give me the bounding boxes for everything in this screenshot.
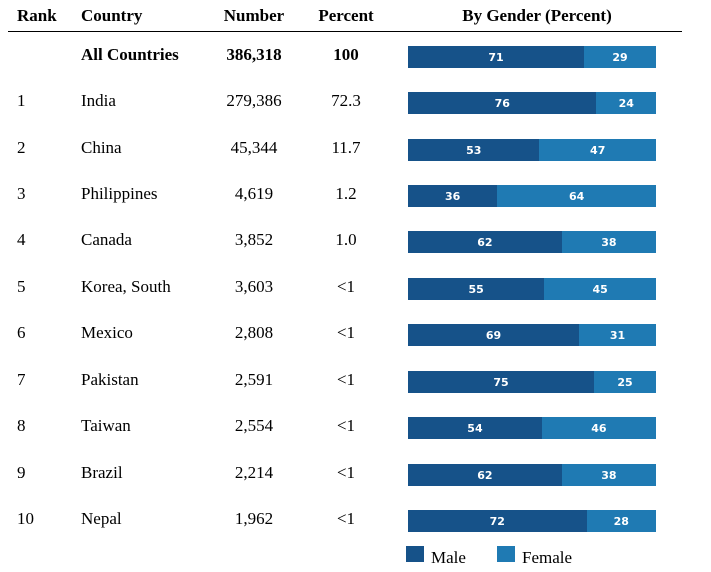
row-percent: 11.7 [331,138,361,157]
male-segment: 36 [408,185,498,207]
row-number: 2,214 [234,463,274,482]
gender-bar: 76 24 [408,92,656,114]
header-percent: Percent [318,6,374,25]
female-segment: 47 [539,139,656,161]
row-rank: 2 [17,138,26,157]
male-segment: 71 [408,46,585,68]
male-segment: 76 [408,92,597,114]
legend-male-label: Male [431,548,466,567]
female-segment: 25 [594,371,656,393]
row-rank: 3 [17,184,26,203]
row-rank: 9 [17,463,26,482]
gender-bar: 75 25 [408,371,656,393]
row-rank: 4 [17,230,26,249]
female-segment: 64 [497,185,656,207]
gender-bar: 53 47 [408,139,656,161]
gender-bar: 62 38 [408,464,656,486]
row-country: Mexico [81,323,133,342]
row-rank: 10 [17,509,34,528]
row-number: 279,386 [226,91,282,110]
row-country: Philippines [81,184,158,203]
female-segment: 38 [561,231,656,253]
row-country: Taiwan [81,416,131,435]
row-rank: 6 [17,323,26,342]
gender-bar: 72 28 [408,510,656,532]
row-number: 3,603 [234,277,274,296]
male-segment: 54 [408,417,542,439]
row-percent: <1 [336,416,356,435]
male-segment: 55 [408,278,545,300]
row-country: China [81,138,122,157]
gender-bar: 36 64 [408,185,656,207]
row-percent: 1.2 [335,184,357,203]
row-country: Nepal [81,509,122,528]
row-percent: <1 [336,463,356,482]
male-segment: 75 [408,371,594,393]
header-rank: Rank [17,6,57,25]
row-rank: 1 [17,91,26,110]
row-number: 386,318 [226,45,282,64]
row-rank: 5 [17,277,26,296]
row-percent: 72.3 [331,91,361,110]
row-percent: 100 [333,45,359,64]
row-number: 1,962 [234,509,274,528]
row-country: Pakistan [81,370,139,389]
gender-bar: 55 45 [408,278,656,300]
gender-bar: 69 31 [408,324,656,346]
male-segment: 53 [408,139,540,161]
row-percent: <1 [336,323,356,342]
row-percent: <1 [336,370,356,389]
female-segment: 46 [541,417,656,439]
row-percent: 1.0 [335,230,357,249]
row-country: All Countries [81,45,179,64]
header-number: Number [223,6,285,25]
row-number: 3,852 [234,230,274,249]
male-segment: 72 [408,510,587,532]
header-rule [8,31,682,32]
header-country: Country [81,6,143,25]
row-number: 2,591 [234,370,274,389]
female-segment: 29 [584,46,656,68]
row-country: India [81,91,116,110]
row-country: Brazil [81,463,123,482]
row-number: 2,554 [234,416,274,435]
female-segment: 24 [596,92,656,114]
gender-bar: 71 29 [408,46,656,68]
male-segment: 69 [408,324,580,346]
legend-female-swatch [497,546,515,562]
row-country: Korea, South [81,277,171,296]
row-rank: 8 [17,416,26,435]
male-segment: 62 [408,464,562,486]
row-number: 45,344 [230,138,278,157]
row-rank: 7 [17,370,26,389]
legend-male-swatch [406,546,424,562]
row-percent: <1 [336,277,356,296]
male-segment: 62 [408,231,562,253]
header-gender: By Gender (Percent) [462,6,612,25]
female-segment: 38 [561,464,656,486]
female-segment: 31 [579,324,656,346]
row-number: 2,808 [234,323,274,342]
gender-bar: 62 38 [408,231,656,253]
row-number: 4,619 [234,184,274,203]
row-country: Canada [81,230,132,249]
gender-bar: 54 46 [408,417,656,439]
legend-female-label: Female [522,548,573,567]
female-segment: 28 [586,510,656,532]
female-segment: 45 [544,278,656,300]
row-percent: <1 [336,509,356,528]
